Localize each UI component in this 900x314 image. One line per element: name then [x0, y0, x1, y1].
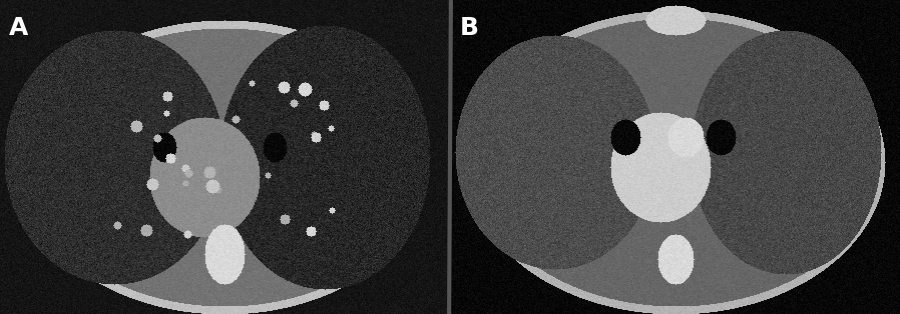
Text: B: B — [460, 16, 479, 40]
Text: A: A — [9, 16, 29, 40]
